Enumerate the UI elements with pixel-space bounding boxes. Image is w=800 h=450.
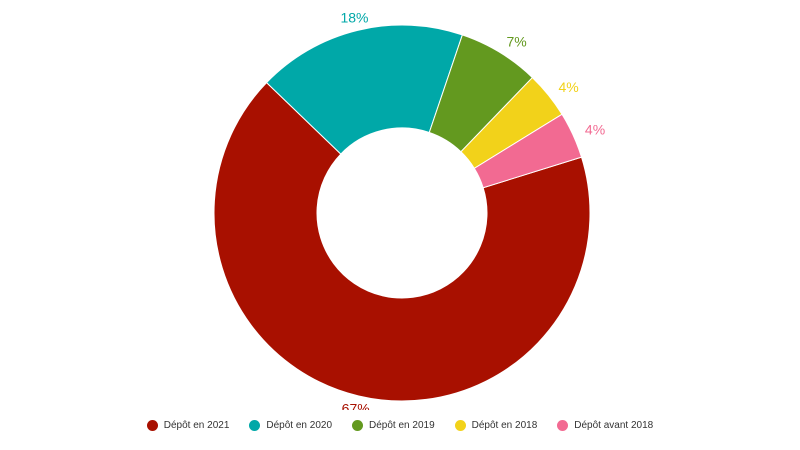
legend-label-depot-2020: Dépôt en 2020: [266, 419, 333, 431]
slice-label-depot-avant-2018: 4%: [585, 122, 605, 138]
legend-label-depot-2019: Dépôt en 2019: [369, 419, 435, 431]
slice-label-depot-en-2018: 4%: [558, 79, 578, 95]
slice-label-depot-en-2019: 7%: [506, 33, 526, 49]
slice-depot-en-2020[interactable]: [265, 24, 463, 155]
legend-item-depot-avant-2018[interactable]: Dépôt avant 2018: [557, 419, 654, 431]
slice-label-depot-en-2021: 67%: [342, 401, 370, 410]
legend-swatch-depot-2018: [454, 419, 466, 431]
legend-label-depot-avant-2018: Dépôt avant 2018: [574, 419, 654, 431]
legend-item-depot-2018[interactable]: Dépôt en 2018: [454, 419, 538, 431]
legend-swatch-depot-2020: [249, 419, 261, 431]
legend-label-depot-2018: Dépôt en 2018: [471, 419, 538, 431]
chart-canvas: 67% 18% 7% 4% 4%: [213, 10, 605, 410]
legend-item-depot-2021[interactable]: Dépôt en 2021: [146, 419, 230, 431]
legend-swatch-depot-2021: [146, 419, 158, 431]
slice-label-depot-en-2020: 18%: [340, 10, 368, 26]
legend-label-depot-2021: Dépôt en 2021: [163, 419, 230, 431]
legend-item-depot-2020[interactable]: Dépôt en 2020: [249, 419, 333, 431]
chart-legend: Dépôt en 2021 Dépôt en 2020 Dépôt en 201…: [0, 416, 800, 434]
legend-swatch-depot-avant-2018: [557, 419, 569, 431]
slice-depot-en-2021[interactable]: [213, 81, 591, 402]
legend-item-depot-2019[interactable]: Dépôt en 2019: [352, 419, 435, 431]
slice-depot-avant-2018[interactable]: [473, 113, 583, 189]
legend-swatch-depot-2019: [352, 419, 364, 431]
